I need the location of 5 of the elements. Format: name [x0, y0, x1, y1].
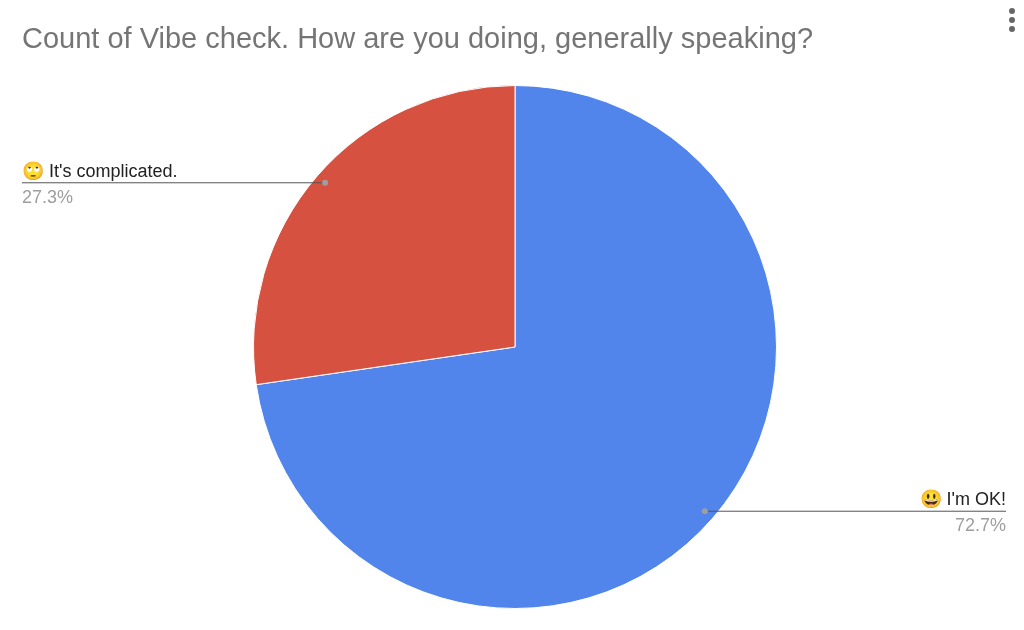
data-label: 27.3%	[22, 186, 74, 207]
chart-title: Count of Vibe check. How are you doing, generally speaking?	[22, 22, 814, 55]
data-label: 72.7%	[954, 515, 1006, 536]
slice-label: 🙄 It's complicated.	[22, 160, 178, 181]
slice-label: 😃 I'm OK!	[919, 489, 1006, 510]
